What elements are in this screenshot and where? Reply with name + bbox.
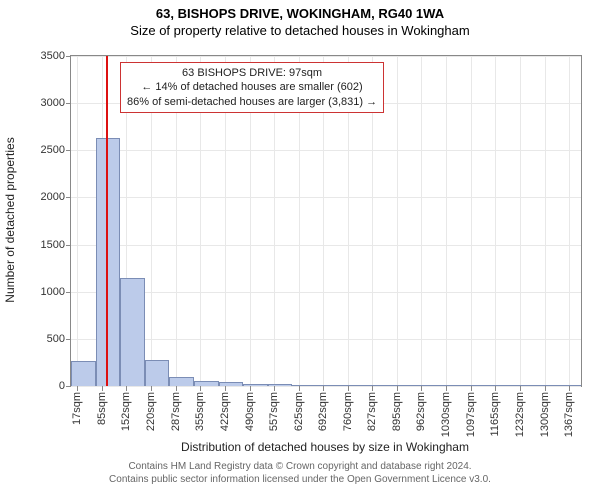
x-tick-label: 490sqm (244, 392, 256, 431)
histogram-bar (342, 385, 366, 386)
annotation-line-size: 63 BISHOPS DRIVE: 97sqm (127, 66, 377, 80)
footer-line2: Contains public sector information licen… (0, 473, 600, 486)
x-tick-label: 692sqm (317, 392, 329, 431)
x-tick-label: 1367sqm (563, 392, 575, 437)
histogram-bar (538, 385, 562, 386)
x-tick-label: 625sqm (293, 392, 305, 431)
histogram-bar (243, 384, 267, 386)
property-annotation-box: 63 BISHOPS DRIVE: 97sqm ← 14% of detache… (120, 62, 384, 113)
y-tick-label: 0 (59, 380, 65, 392)
x-tick-label: 422sqm (219, 392, 231, 431)
chart-subtitle: Size of property relative to detached ho… (0, 21, 600, 38)
y-axis-label: Number of detached properties (3, 137, 17, 302)
x-tick-label: 895sqm (391, 392, 403, 431)
x-tick-label: 1232sqm (514, 392, 526, 437)
x-tick-label: 152sqm (120, 392, 132, 431)
y-tick-label: 2500 (41, 144, 65, 156)
histogram-bar (366, 385, 391, 386)
x-tick-label: 220sqm (145, 392, 157, 431)
y-tick-label: 3500 (41, 50, 65, 62)
histogram-bar (464, 385, 489, 386)
y-tick-label: 2000 (41, 191, 65, 203)
footer-line1: Contains HM Land Registry data © Crown c… (0, 460, 600, 473)
histogram-bar (71, 361, 96, 386)
histogram-bar (391, 385, 415, 386)
histogram-bar (194, 381, 218, 386)
y-tick-label: 500 (47, 333, 65, 345)
histogram-bar (120, 278, 145, 386)
x-tick-label: 827sqm (366, 392, 378, 431)
histogram-bar (563, 385, 581, 386)
x-tick-label: 1165sqm (489, 392, 501, 436)
histogram-bar (489, 385, 513, 386)
x-axis-label: Distribution of detached houses by size … (70, 440, 580, 454)
histogram-bar (440, 385, 464, 386)
histogram-bar (268, 384, 293, 386)
histogram-bar (317, 385, 342, 386)
x-tick-label: 17sqm (71, 392, 83, 425)
histogram-bar (145, 360, 169, 386)
x-tick-label: 557sqm (268, 392, 280, 431)
x-tick-label: 760sqm (342, 392, 354, 431)
x-tick-label: 1300sqm (539, 392, 551, 437)
y-tick-label: 1500 (41, 239, 65, 251)
y-tick-label: 1000 (41, 286, 65, 298)
property-marker-line (106, 56, 108, 386)
histogram-bar (169, 377, 194, 386)
chart-container: 63, BISHOPS DRIVE, WOKINGHAM, RG40 1WA S… (0, 0, 600, 500)
chart-title-address: 63, BISHOPS DRIVE, WOKINGHAM, RG40 1WA (0, 0, 600, 21)
histogram-bar (292, 385, 316, 386)
y-tick-label: 3000 (41, 97, 65, 109)
x-tick-label: 1030sqm (440, 392, 452, 437)
x-tick-label: 962sqm (415, 392, 427, 431)
histogram-bar (219, 382, 244, 386)
annotation-line-smaller: ← 14% of detached houses are smaller (60… (127, 80, 377, 94)
x-tick-label: 1097sqm (465, 392, 477, 437)
annotation-line-larger: 86% of semi-detached houses are larger (… (127, 95, 377, 109)
histogram-bar (415, 385, 440, 386)
x-tick-label: 355sqm (194, 392, 206, 431)
footer-attribution: Contains HM Land Registry data © Crown c… (0, 460, 600, 486)
histogram-bar (514, 385, 539, 386)
x-tick-label: 85sqm (96, 392, 108, 425)
x-tick-label: 287sqm (170, 392, 182, 431)
